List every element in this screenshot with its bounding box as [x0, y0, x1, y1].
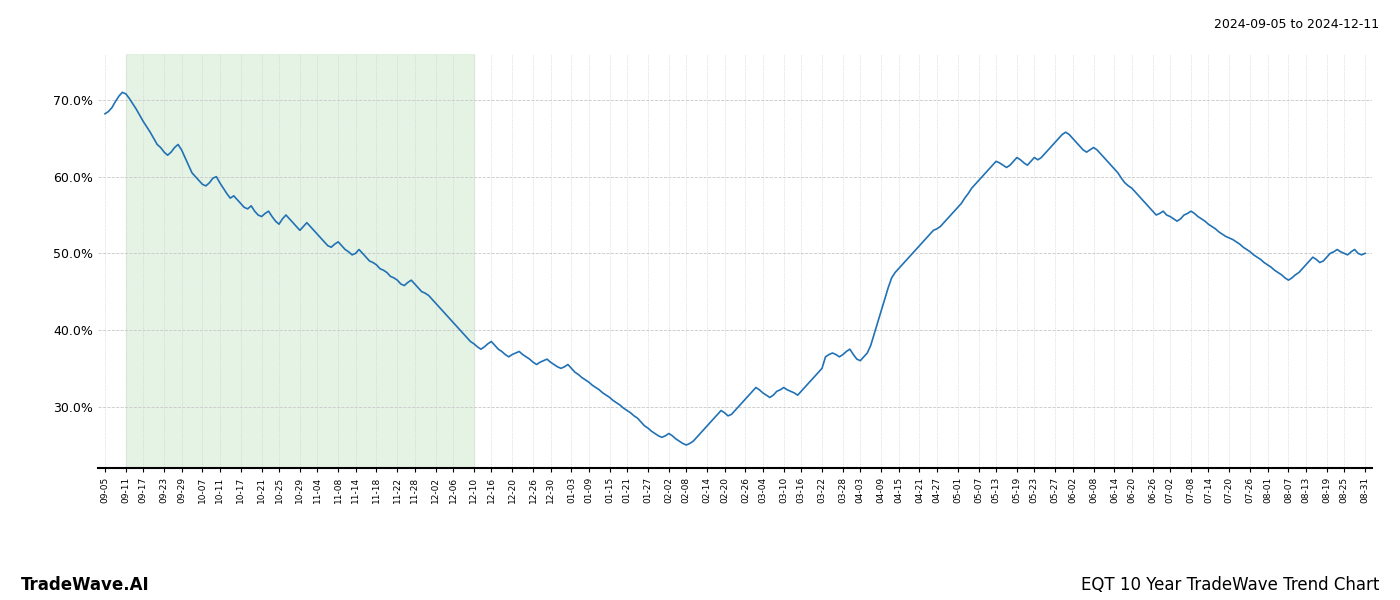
Text: 2024-09-05 to 2024-12-11: 2024-09-05 to 2024-12-11: [1214, 18, 1379, 31]
Bar: [126, 54, 475, 468]
Text: TradeWave.AI: TradeWave.AI: [21, 576, 150, 594]
Text: EQT 10 Year TradeWave Trend Chart: EQT 10 Year TradeWave Trend Chart: [1081, 576, 1379, 594]
